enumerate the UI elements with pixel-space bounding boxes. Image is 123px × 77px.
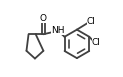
Text: NH: NH	[51, 26, 65, 35]
Text: O: O	[40, 14, 47, 23]
Text: Cl: Cl	[87, 17, 96, 26]
Text: Cl: Cl	[92, 38, 100, 47]
